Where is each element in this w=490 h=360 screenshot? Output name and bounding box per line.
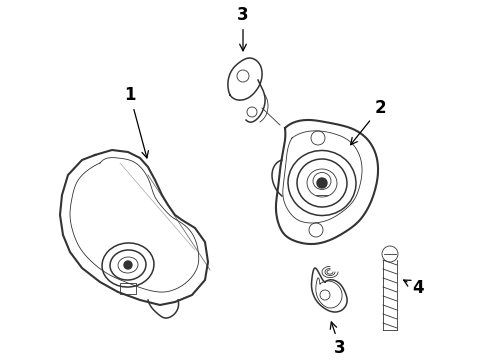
Text: 4: 4 xyxy=(404,279,424,297)
Text: 3: 3 xyxy=(237,6,249,51)
Text: 2: 2 xyxy=(351,99,386,145)
Circle shape xyxy=(124,261,132,269)
Text: 1: 1 xyxy=(124,86,148,158)
Text: 3: 3 xyxy=(330,322,346,357)
Circle shape xyxy=(317,178,327,188)
